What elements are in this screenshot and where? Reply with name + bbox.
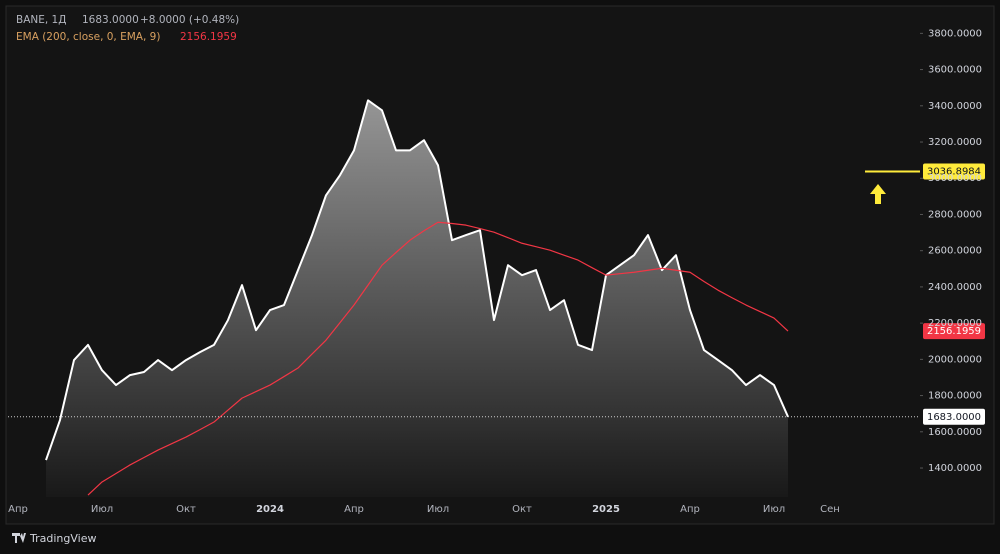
y-tick-label: 3600.0000 <box>928 65 982 76</box>
y-tick-label: 1800.0000 <box>928 391 982 402</box>
x-tick-label: Окт <box>176 504 196 515</box>
legend-indicator-value: 2156.1959 <box>180 31 237 43</box>
price-badge-label: 1683.0000 <box>927 412 981 423</box>
area-fill <box>46 100 788 497</box>
x-tick-label: Июл <box>91 504 113 515</box>
logo-icon <box>12 533 26 543</box>
y-tick-label: 3800.0000 <box>928 28 982 39</box>
y-tick-label: 2600.0000 <box>928 246 982 257</box>
ema-badge <box>923 323 985 340</box>
y-tick-label: 2400.0000 <box>928 282 982 293</box>
x-tick-label: 2025 <box>592 504 620 515</box>
y-tick-label: 2200.0000 <box>928 318 982 329</box>
y-tick-label: 1400.0000 <box>928 463 982 474</box>
x-tick-label: 2024 <box>256 504 284 515</box>
legend-indicator: EMA (200, close, 0, EMA, 9) <box>16 31 160 43</box>
x-tick-label: Сен <box>820 504 840 515</box>
legend-change: +8.0000 (+0.48%) <box>140 14 239 26</box>
price-line <box>87 221 789 496</box>
branding: TradingView <box>29 532 96 545</box>
y-tick-label: 2800.0000 <box>928 209 982 220</box>
plot <box>45 99 789 497</box>
overlay: 1683.0000 2156.1959 3036.8984 <box>8 163 985 425</box>
x-tick-label: Июл <box>427 504 449 515</box>
y-tick-label: 3400.0000 <box>928 101 982 112</box>
hline-badge <box>923 163 985 180</box>
x-tick-label: Апр <box>680 504 700 515</box>
price-line <box>45 99 789 461</box>
y-tick-label: 2000.0000 <box>928 354 982 365</box>
legend-symbol: BANE, 1Д <box>16 14 66 26</box>
y-tick-label: 3000.0000 <box>928 173 982 184</box>
price-badge <box>923 408 985 425</box>
arrow-icon <box>870 184 886 204</box>
legend-price: 1683.0000 <box>82 14 139 26</box>
y-tick-label: 1600.0000 <box>928 427 982 438</box>
x-tick-label: Апр <box>8 504 28 515</box>
x-tick-label: Июл <box>763 504 785 515</box>
y-tick-label: 3200.0000 <box>928 137 982 148</box>
ema-badge-label: 2156.1959 <box>927 326 981 337</box>
x-tick-label: Окт <box>512 504 532 515</box>
hline-badge-label: 3036.8984 <box>927 167 981 178</box>
x-tick-label: Апр <box>344 504 364 515</box>
